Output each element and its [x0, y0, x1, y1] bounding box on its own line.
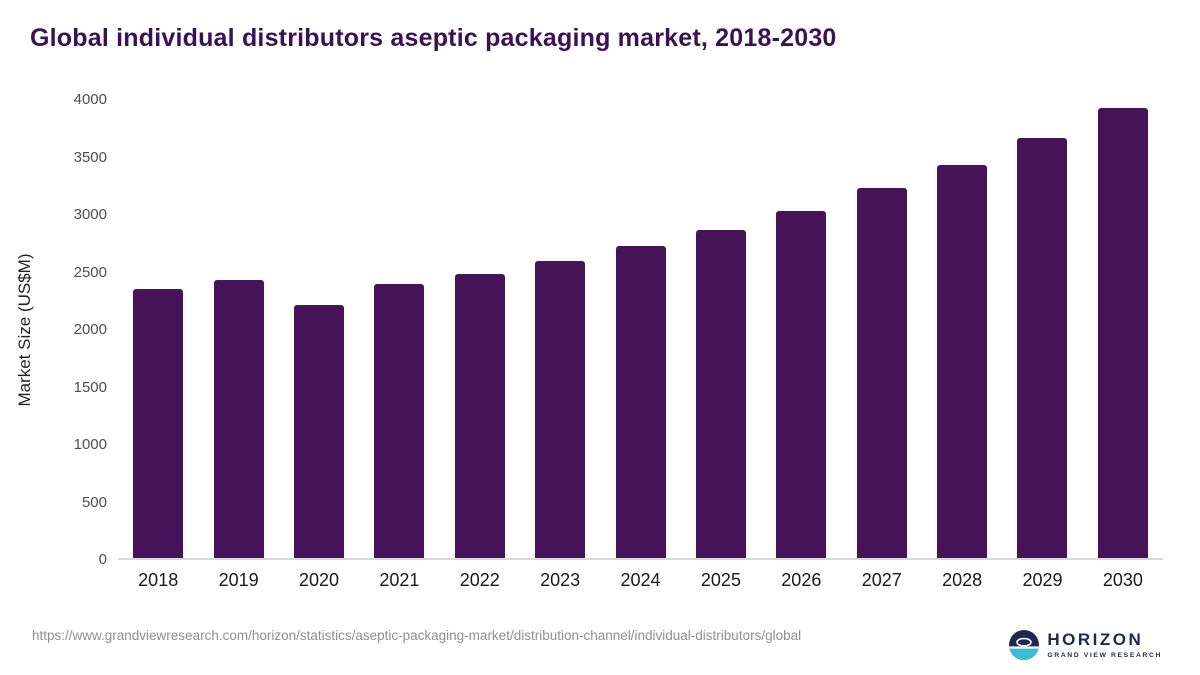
bar-slot	[681, 100, 761, 558]
y-tick-label: 1000	[73, 436, 107, 453]
logo-text: HORIZON GRAND VIEW RESEARCH	[1047, 630, 1162, 659]
x-tick-label: 2020	[298, 570, 339, 590]
y-axis-title: Market Size (US$M)	[15, 253, 34, 407]
bar-slot	[279, 100, 359, 558]
bar-2018	[133, 288, 184, 558]
y-tick-label: 500	[81, 493, 107, 511]
y-tick-label: 3000	[73, 206, 107, 223]
bar-2023	[535, 261, 586, 558]
x-tick-label: 2021	[379, 570, 420, 590]
y-tick-label: 2000	[73, 321, 107, 338]
bar-slot	[440, 100, 520, 558]
bar-slot	[922, 100, 1002, 558]
y-tick-label: 3500	[73, 148, 107, 166]
logo-title: HORIZON	[1047, 630, 1144, 650]
bar-2029	[1017, 138, 1068, 558]
y-tick-label: 1500	[73, 378, 107, 396]
bar-2027	[856, 187, 907, 558]
bar-slot	[118, 100, 198, 558]
x-tick-label: 2030	[1102, 570, 1143, 590]
y-tick-label: 0	[98, 551, 107, 568]
bar-2019	[213, 279, 264, 558]
bar-slot	[761, 100, 841, 558]
x-tick-label: 2018	[138, 570, 179, 590]
y-tick-label: 4000	[73, 91, 107, 108]
bar-slot	[1083, 100, 1163, 558]
x-tick-label: 2025	[700, 570, 741, 590]
globe-icon	[1009, 630, 1040, 660]
bar-slot	[600, 100, 680, 558]
x-tick-label: 2029	[1022, 570, 1063, 590]
x-tick-label: 2023	[540, 570, 581, 590]
bar-2022	[454, 273, 505, 558]
bar-slot	[842, 100, 922, 558]
brand-logo: HORIZON GRAND VIEW RESEARCH	[1009, 630, 1162, 660]
x-axis-labels: 2018 2019 2020 2021 2022 2023 2024 2025 2026 2027…	[118, 570, 1163, 591]
x-tick-label: 2028	[942, 570, 983, 590]
y-axis-ticks: 0 500 1000 1500 2000 2500 3000 3500 4000	[55, 91, 107, 568]
bar-2028	[937, 164, 988, 558]
x-tick-label: 2024	[620, 570, 661, 590]
bar-slot	[520, 100, 600, 558]
bar-2030	[1097, 108, 1148, 558]
x-tick-label: 2027	[861, 570, 902, 590]
y-tick-label: 2500	[73, 263, 107, 281]
source-url: https://www.grandviewresearch.com/horizo…	[32, 628, 802, 643]
page-title: Global individual distributors aseptic p…	[30, 24, 837, 52]
x-tick-label: 2019	[218, 570, 259, 590]
bar-slot	[359, 100, 439, 558]
plot-area	[118, 100, 1163, 560]
bar-2025	[695, 230, 746, 558]
bar-2024	[615, 246, 666, 558]
bar-2020	[293, 305, 344, 558]
bar-slot	[1002, 100, 1082, 558]
bar-series	[118, 100, 1163, 558]
bar-2026	[776, 210, 827, 558]
bar-slot	[198, 100, 278, 558]
footer: https://www.grandviewresearch.com/horizo…	[0, 618, 1200, 675]
bar-2021	[374, 284, 425, 558]
x-tick-label: 2026	[781, 570, 822, 590]
x-tick-label: 2022	[459, 570, 500, 590]
logo-subtitle: GRAND VIEW RESEARCH	[1047, 651, 1162, 659]
